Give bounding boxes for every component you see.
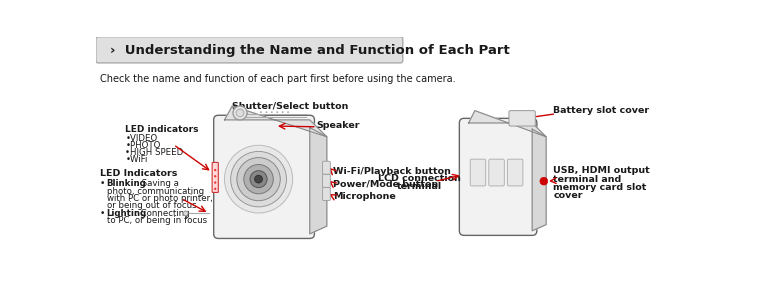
Text: •WiFi: •WiFi (125, 155, 148, 163)
Circle shape (214, 181, 216, 184)
Circle shape (225, 145, 293, 213)
Text: ›  Understanding the Name and Function of Each Part: › Understanding the Name and Function of… (110, 44, 509, 57)
FancyBboxPatch shape (96, 37, 403, 63)
Text: •VIDEO: •VIDEO (125, 134, 157, 143)
Circle shape (255, 175, 262, 183)
FancyBboxPatch shape (323, 174, 331, 187)
Circle shape (265, 111, 268, 113)
Circle shape (287, 111, 289, 113)
Text: Shutter/Select button: Shutter/Select button (232, 102, 348, 111)
Text: or being out of focus: or being out of focus (107, 201, 196, 210)
Circle shape (214, 175, 216, 177)
Text: Blinking: Blinking (107, 179, 146, 188)
Circle shape (231, 151, 286, 207)
Text: with PC or photo printer,: with PC or photo printer, (107, 194, 212, 203)
Text: photo, communicating: photo, communicating (107, 187, 204, 196)
Circle shape (540, 177, 548, 185)
Text: : Connecting: : Connecting (135, 209, 189, 218)
Polygon shape (532, 129, 546, 231)
Text: terminal and: terminal and (553, 174, 621, 184)
Circle shape (236, 109, 244, 117)
Circle shape (183, 211, 188, 216)
Text: Battery slot cover: Battery slot cover (553, 106, 649, 115)
Text: Power/Mode button: Power/Mode button (333, 179, 438, 188)
Text: Check the name and function of each part first before using the camera.: Check the name and function of each part… (100, 74, 456, 84)
Circle shape (233, 106, 247, 120)
Text: Speaker: Speaker (317, 121, 360, 130)
Circle shape (276, 111, 278, 113)
Text: Microphone: Microphone (333, 192, 396, 201)
Circle shape (281, 111, 284, 113)
Circle shape (250, 171, 267, 188)
Text: LED Indicators: LED Indicators (100, 169, 177, 178)
Polygon shape (469, 111, 546, 137)
Text: : Saving a: : Saving a (137, 179, 179, 188)
FancyBboxPatch shape (214, 115, 314, 238)
Circle shape (237, 158, 280, 201)
Text: Wi-Fi/Playback button: Wi-Fi/Playback button (333, 167, 451, 176)
FancyBboxPatch shape (212, 162, 219, 192)
Text: cover: cover (553, 192, 583, 200)
Text: Lighting: Lighting (107, 209, 146, 218)
Circle shape (214, 188, 216, 190)
Circle shape (271, 111, 273, 113)
FancyBboxPatch shape (459, 118, 537, 235)
Text: LCD connection: LCD connection (378, 174, 461, 183)
FancyBboxPatch shape (508, 159, 523, 186)
Text: •HIGH SPEED: •HIGH SPEED (125, 147, 183, 157)
FancyBboxPatch shape (470, 159, 486, 186)
Text: memory card slot: memory card slot (553, 183, 647, 192)
FancyBboxPatch shape (323, 187, 331, 200)
Text: •: • (100, 209, 105, 218)
Circle shape (214, 169, 216, 171)
Polygon shape (225, 106, 327, 137)
Text: terminal: terminal (397, 182, 443, 191)
FancyBboxPatch shape (489, 159, 504, 186)
Text: LED indicators: LED indicators (125, 125, 199, 134)
Text: •: • (100, 179, 105, 188)
FancyBboxPatch shape (323, 161, 331, 174)
Circle shape (260, 111, 262, 113)
Polygon shape (310, 128, 327, 234)
Circle shape (244, 165, 273, 194)
Text: USB, HDMI output: USB, HDMI output (553, 166, 650, 175)
FancyBboxPatch shape (509, 111, 535, 126)
Text: to PC, or being in focus: to PC, or being in focus (107, 216, 207, 225)
Text: •PHOTO: •PHOTO (125, 141, 161, 150)
